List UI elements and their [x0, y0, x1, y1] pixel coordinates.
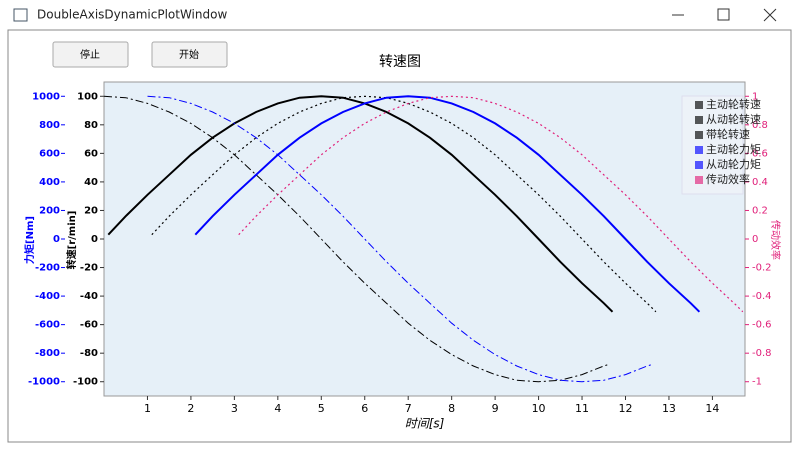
close-button[interactable] — [763, 8, 777, 22]
y2-tick-label: 400 — [39, 177, 60, 188]
start-button[interactable] — [151, 41, 228, 68]
y3-tick-label: 0.8 — [752, 120, 768, 131]
y2-tick-label: -800 — [35, 348, 60, 359]
legend-swatch — [695, 116, 703, 124]
plot: 1 2 3 4 5 6 7 8 9 10 11 12 13 14-100-80-60-40-2002040… — [23, 91, 782, 430]
x-axis-label: 时间[s] — [405, 417, 445, 431]
maximize-button[interactable] — [717, 8, 730, 21]
y3-tick-label: -1 — [752, 377, 762, 388]
x-tick-label: 1 — [144, 402, 151, 415]
x-tick-label: 12 — [618, 402, 632, 415]
x-tick-label: 11 — [575, 402, 589, 415]
legend-label: 带轮转速 — [706, 127, 750, 141]
stop-button[interactable] — [52, 41, 129, 68]
y-tick-label: 60 — [84, 148, 98, 159]
y3-tick-label: -0.8 — [752, 348, 772, 359]
legend-swatch — [695, 176, 703, 184]
y2-axis-label: 力矩[Nm] — [23, 216, 36, 264]
y-tick-label: -60 — [80, 320, 98, 331]
y2-tick-label: 600 — [39, 148, 60, 159]
y2-tick-label: -200 — [35, 263, 60, 274]
x-tick-label: 10 — [532, 402, 546, 415]
y2-tick-label: 200 — [39, 205, 60, 216]
x-tick-label: 7 — [405, 402, 412, 415]
y2-tick-label: -600 — [35, 320, 60, 331]
y-tick-label: 100 — [77, 91, 98, 102]
legend-swatch — [695, 131, 703, 139]
legend-label: 从动轮力矩 — [706, 157, 761, 171]
x-tick-label: 5 — [318, 402, 325, 415]
x-tick-label: 4 — [274, 402, 281, 415]
y3-tick-label: -0.6 — [752, 320, 772, 331]
chart-title: 转速图 — [379, 54, 421, 70]
x-tick-label: 9 — [492, 402, 499, 415]
y3-tick-label: 0.6 — [752, 148, 768, 159]
x-tick-label: 13 — [662, 402, 676, 415]
legend-label: 主动轮转速 — [706, 97, 761, 111]
series-line — [103, 95, 609, 383]
x-tick-label: 8 — [448, 402, 455, 415]
y-tick-label: -20 — [80, 263, 98, 274]
y-tick-label: 40 — [84, 177, 98, 188]
y2-tick-label: 1000 — [32, 91, 60, 102]
legend-box — [681, 95, 744, 195]
y-tick-label: -100 — [73, 377, 98, 388]
legend-swatch — [695, 146, 703, 154]
legend-swatch — [695, 101, 703, 109]
y-tick-label: 0 — [91, 234, 98, 245]
series-line — [147, 95, 652, 383]
legend-swatch — [695, 161, 703, 169]
x-tick-label: 14 — [705, 402, 719, 415]
y-axis-label: 转速[r/min] — [65, 211, 78, 270]
x-tick-label: 6 — [361, 402, 368, 415]
start-button-label: 开始 — [179, 48, 199, 61]
y3-tick-label: -0.4 — [752, 291, 772, 302]
y2-tick-label: -1000 — [28, 377, 60, 388]
y3-tick-label: 0.2 — [752, 205, 768, 216]
x-tick-label: 2 — [187, 402, 194, 415]
x-tick-label: 3 — [231, 402, 238, 415]
y-tick-label: -80 — [80, 348, 98, 359]
y3-tick-label: 1 — [752, 91, 758, 102]
window-title: DoubleAxisDynamicPlotWindow — [37, 8, 227, 22]
y-tick-label: 80 — [84, 120, 98, 131]
y2-tick-label: 0 — [53, 234, 60, 245]
y3-tick-label: -0.2 — [752, 263, 772, 274]
y2-tick-label: -400 — [35, 291, 60, 302]
legend-label: 传动效率 — [706, 172, 750, 186]
y2-tick-label: 800 — [39, 120, 60, 131]
app-icon — [13, 8, 28, 22]
legend-label: 主动轮力矩 — [706, 142, 761, 156]
stop-button-label: 停止 — [80, 48, 100, 61]
y3-tick-label: 0 — [752, 234, 758, 245]
y3-tick-label: 0.4 — [752, 177, 768, 188]
y-tick-label: -40 — [80, 291, 98, 302]
y-tick-label: 20 — [84, 205, 98, 216]
legend-label: 从动轮转速 — [706, 112, 761, 126]
y3-axis-label: 传动效率 — [769, 220, 782, 260]
